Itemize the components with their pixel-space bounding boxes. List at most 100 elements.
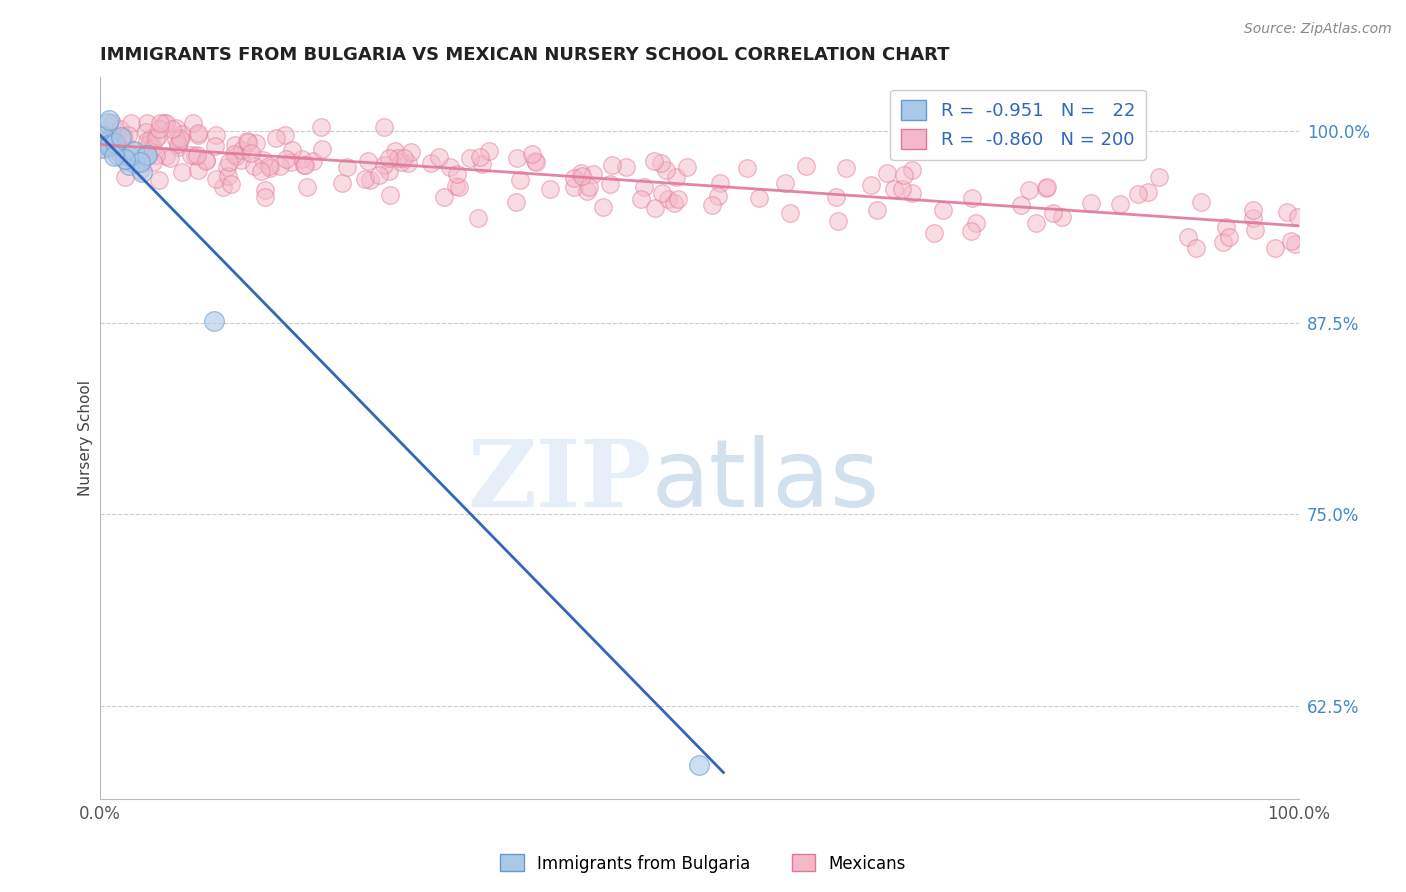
Point	[245, 136, 267, 151]
Point	[149, 116, 172, 130]
Point	[1036, 180, 1059, 194]
Point	[101, 116, 124, 130]
Point	[506, 151, 529, 165]
Point	[124, 156, 146, 170]
Point	[236, 136, 259, 150]
Point	[665, 170, 688, 185]
Point	[890, 181, 912, 195]
Point	[1010, 198, 1032, 212]
Point	[633, 180, 655, 194]
Point	[509, 173, 531, 187]
Point	[129, 163, 152, 178]
Point	[112, 132, 135, 146]
Point	[187, 163, 209, 178]
Point	[825, 190, 848, 204]
Point	[378, 164, 401, 178]
Point	[1284, 237, 1306, 252]
Point	[794, 159, 817, 173]
Point	[229, 153, 252, 167]
Point	[562, 180, 585, 194]
Point	[446, 178, 468, 193]
Point	[280, 155, 302, 169]
Point	[962, 191, 984, 205]
Point	[1212, 235, 1234, 249]
Point	[883, 182, 905, 196]
Point	[96, 142, 118, 156]
Point	[98, 134, 121, 148]
Point	[960, 224, 983, 238]
Point	[467, 211, 489, 225]
Point	[900, 186, 922, 200]
Point	[167, 139, 190, 153]
Point	[184, 149, 207, 163]
Point	[145, 130, 167, 145]
Point	[706, 189, 728, 203]
Text: atlas: atlas	[651, 435, 880, 527]
Point	[330, 176, 353, 190]
Text: ZIP: ZIP	[467, 436, 651, 526]
Point	[367, 168, 389, 182]
Point	[110, 147, 132, 161]
Point	[357, 154, 380, 169]
Point	[264, 131, 287, 145]
Point	[1109, 196, 1132, 211]
Point	[446, 167, 468, 181]
Point	[165, 120, 187, 135]
Point	[1018, 183, 1040, 197]
Point	[100, 133, 122, 147]
Point	[269, 159, 291, 173]
Point	[578, 180, 600, 194]
Point	[439, 160, 461, 174]
Point	[1050, 210, 1073, 224]
Point	[399, 145, 422, 159]
Point	[932, 203, 955, 218]
Point	[630, 192, 652, 206]
Point	[965, 216, 987, 230]
Point	[204, 138, 226, 153]
Text: IMMIGRANTS FROM BULGARIA VS MEXICAN NURSERY SCHOOL CORRELATION CHART: IMMIGRANTS FROM BULGARIA VS MEXICAN NURS…	[100, 46, 949, 64]
Point	[142, 154, 165, 169]
Point	[614, 160, 637, 174]
Point	[142, 141, 165, 155]
Point	[876, 166, 898, 180]
Point	[1189, 195, 1212, 210]
Point	[471, 157, 494, 171]
Point	[204, 128, 226, 143]
Point	[225, 149, 247, 163]
Point	[148, 122, 170, 136]
Point	[779, 206, 801, 220]
Point	[205, 172, 228, 186]
Point	[135, 134, 157, 148]
Point	[254, 183, 277, 197]
Point	[274, 128, 297, 142]
Point	[181, 116, 204, 130]
Point	[259, 161, 281, 175]
Point	[155, 116, 177, 130]
Point	[107, 148, 129, 162]
Point	[866, 202, 889, 217]
Point	[353, 171, 375, 186]
Point	[396, 155, 419, 169]
Point	[155, 148, 177, 162]
Point	[735, 161, 758, 176]
Point	[243, 159, 266, 173]
Point	[1275, 204, 1298, 219]
Point	[336, 160, 359, 174]
Point	[224, 137, 246, 152]
Point	[1080, 195, 1102, 210]
Point	[709, 176, 731, 190]
Point	[311, 142, 333, 156]
Point	[159, 152, 181, 166]
Point	[91, 128, 114, 143]
Point	[1243, 223, 1265, 237]
Point	[122, 145, 145, 159]
Point	[524, 155, 547, 169]
Point	[592, 201, 614, 215]
Point	[643, 153, 665, 168]
Point	[359, 172, 381, 186]
Point	[254, 190, 277, 204]
Point	[252, 153, 274, 168]
Point	[135, 125, 157, 139]
Point	[139, 131, 162, 145]
Point	[571, 166, 593, 180]
